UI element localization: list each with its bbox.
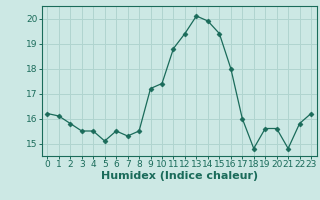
X-axis label: Humidex (Indice chaleur): Humidex (Indice chaleur)	[100, 171, 258, 181]
